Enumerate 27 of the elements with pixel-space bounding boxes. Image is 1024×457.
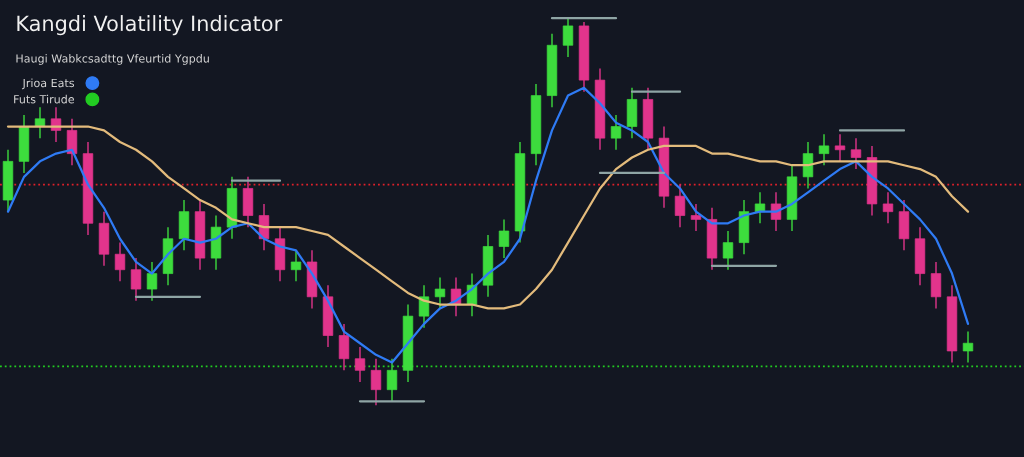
candlestick bbox=[850, 137, 862, 170]
candlestick bbox=[690, 203, 702, 232]
candlestick bbox=[290, 249, 302, 283]
candlestick bbox=[834, 133, 846, 163]
candlestick bbox=[882, 191, 894, 224]
legend-label: Jrioa Eats bbox=[21, 78, 75, 90]
candlestick bbox=[962, 330, 974, 364]
text: Haugi Wabkcsadttg Vfeurtid Ygpdu bbox=[16, 54, 209, 65]
candlestick bbox=[114, 241, 126, 283]
candlestick bbox=[610, 114, 622, 151]
candlestick bbox=[674, 183, 686, 228]
candlestick bbox=[818, 133, 830, 166]
candlestick bbox=[418, 284, 430, 329]
candlestick bbox=[338, 323, 350, 372]
candlestick bbox=[386, 358, 398, 402]
candlestick bbox=[354, 346, 366, 383]
candlestick bbox=[498, 218, 510, 259]
candlestick bbox=[146, 261, 158, 302]
candlestick bbox=[434, 276, 446, 310]
candlestick bbox=[754, 191, 766, 224]
candlestick bbox=[130, 257, 142, 302]
candlestick bbox=[562, 17, 574, 58]
candlestick bbox=[930, 261, 942, 310]
chart-title: Kangdi Volatility Indicator bbox=[17, 15, 283, 36]
legend-label: Futs Tirude bbox=[14, 94, 75, 104]
candlestick bbox=[722, 230, 734, 271]
candlestick bbox=[370, 358, 382, 406]
